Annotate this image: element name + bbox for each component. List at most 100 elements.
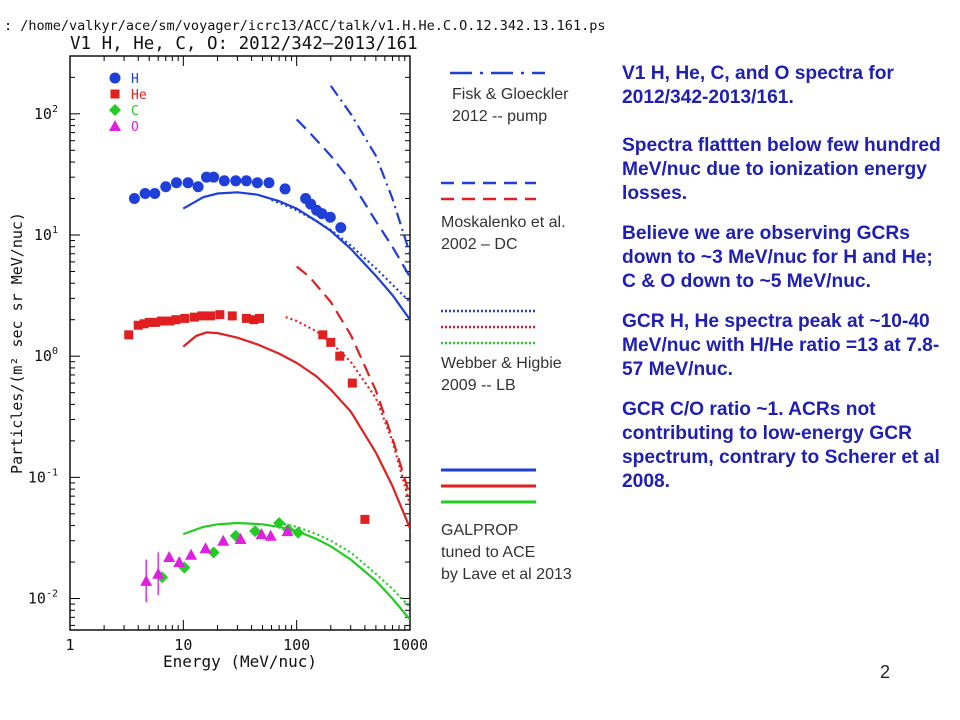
data-points bbox=[124, 171, 370, 603]
data-point-he bbox=[180, 313, 190, 323]
data-point-he bbox=[124, 330, 134, 340]
legend-marker-c bbox=[109, 104, 121, 116]
flattening-paragraph: Spectra flattten below few hundred MeV/n… bbox=[622, 135, 941, 204]
data-point-h bbox=[192, 181, 204, 193]
model-curve-dotted-co bbox=[278, 521, 410, 608]
data-point-he bbox=[255, 313, 265, 323]
data-point-o bbox=[264, 529, 277, 541]
data-point-h bbox=[208, 171, 220, 183]
model-legend-line: 2009 -- LB bbox=[441, 377, 516, 394]
observation-paragraph: Believe we are observing GCRs down to ~3… bbox=[622, 223, 933, 268]
page-number: 2 bbox=[880, 662, 891, 682]
data-point-he bbox=[144, 317, 154, 327]
data-point-c bbox=[273, 517, 286, 530]
data-point-h bbox=[263, 177, 275, 189]
data-point-o bbox=[185, 548, 198, 560]
model-curves bbox=[182, 85, 410, 621]
model-legend-label: Moskalenko et al. 2002 – DC bbox=[441, 212, 566, 256]
data-point-c bbox=[207, 546, 220, 559]
x-tick-label: 10 bbox=[174, 636, 192, 654]
plot-frame bbox=[69, 55, 411, 631]
data-point-h bbox=[324, 211, 336, 223]
data-point-o bbox=[199, 542, 212, 554]
model-curve-dashed-he bbox=[296, 265, 410, 497]
x-tick-label: 1000 bbox=[392, 636, 428, 654]
file-path-header: : /home/valkyr/ace/sm/voyager/icrc13/ACC… bbox=[4, 18, 605, 34]
co-ratio-paragraph: GCR C/O ratio ~1. ACRs not contributing … bbox=[622, 399, 940, 492]
data-point-h bbox=[160, 181, 172, 193]
chart-title: V1 H, He, C, O: 2012/342–2013/161 bbox=[70, 34, 418, 54]
model-legend-label: Webber & Higbie 2009 -- LB bbox=[441, 353, 562, 397]
slide-body-text: V1 H, He, C, and O spectra for 2012/342-… bbox=[622, 62, 958, 494]
summary-paragraph: V1 H, He, C, and O spectra for 2012/342-… bbox=[622, 63, 894, 108]
model-curve-dashdot-h bbox=[329, 85, 410, 255]
model-legend-label: Fisk & Gloeckler 2012 -- pump bbox=[452, 84, 568, 128]
data-point-h bbox=[218, 175, 230, 187]
legend-marker-o bbox=[109, 120, 121, 131]
data-point-c bbox=[292, 526, 305, 539]
data-point-h bbox=[335, 222, 347, 234]
legend-label-he: He bbox=[131, 88, 147, 103]
model-curve-solid-he bbox=[182, 331, 410, 529]
legend-marker-he bbox=[110, 89, 120, 99]
data-point-he bbox=[347, 378, 357, 388]
model-curve-solid-co bbox=[182, 521, 410, 621]
data-point-c bbox=[249, 525, 262, 538]
y-tick-label: 100 bbox=[34, 346, 58, 365]
model-legend-line: 2012 -- pump bbox=[452, 108, 548, 125]
data-point-he bbox=[241, 313, 251, 323]
data-point-he bbox=[133, 320, 143, 330]
data-point-he bbox=[139, 319, 149, 329]
data-point-he bbox=[215, 310, 225, 320]
model-legend-line: Webber & Higbie bbox=[441, 355, 562, 372]
legend-label-h: H bbox=[131, 72, 139, 87]
data-point-he bbox=[360, 514, 370, 524]
model-legend-label: GALPROP tuned to ACE by Lave et al 2013 bbox=[441, 520, 572, 586]
model-legend-line: GALPROP bbox=[441, 522, 519, 539]
y-tick-label: 10-2 bbox=[28, 589, 58, 608]
x-tick-label: 100 bbox=[283, 636, 310, 654]
data-point-o bbox=[281, 525, 294, 537]
data-point-o bbox=[255, 528, 268, 540]
data-point-he bbox=[165, 316, 175, 326]
data-point-h bbox=[230, 175, 242, 187]
model-curve-dotted-h bbox=[271, 198, 410, 303]
data-point-h bbox=[316, 208, 328, 220]
data-point-h bbox=[128, 193, 140, 205]
data-point-he bbox=[227, 311, 237, 321]
peak-paragraph: GCR H, He spectra peak at ~10-40 MeV/nuc… bbox=[622, 311, 940, 380]
y-tick-label: 101 bbox=[34, 225, 58, 244]
data-point-he bbox=[197, 311, 207, 321]
x-tick-label: 1 bbox=[65, 636, 74, 654]
legend-label-o: O bbox=[131, 120, 139, 135]
y-tick-label: 102 bbox=[34, 104, 58, 123]
legend-label-c: C bbox=[131, 104, 139, 119]
model-curve-dotted-he bbox=[285, 316, 410, 505]
data-point-he bbox=[189, 312, 199, 322]
observation-paragraph-co: C & O down to ~5 MeV/nuc. bbox=[622, 271, 871, 292]
model-legend-line: Fisk & Gloeckler bbox=[452, 86, 569, 103]
data-point-h bbox=[182, 177, 194, 189]
data-point-he bbox=[206, 311, 216, 321]
data-point-h bbox=[139, 188, 151, 200]
model-legend-line: tuned to ACE bbox=[441, 544, 536, 561]
data-point-h bbox=[170, 177, 182, 189]
data-point-he bbox=[151, 317, 161, 327]
legend-marker-h bbox=[109, 72, 121, 84]
y-axis-label: Particles/(m² sec sr MeV/nuc) bbox=[8, 212, 26, 474]
model-curve-dashed-h bbox=[295, 118, 410, 278]
data-point-h bbox=[149, 188, 161, 200]
data-point-h bbox=[240, 175, 252, 187]
data-point-he bbox=[326, 337, 336, 347]
model-curve-solid-h bbox=[182, 191, 410, 321]
data-point-he bbox=[156, 316, 166, 326]
x-axis-label: Energy (MeV/nuc) bbox=[163, 652, 317, 671]
data-point-o bbox=[173, 556, 186, 568]
data-point-he bbox=[335, 351, 345, 361]
model-legend-line: by Lave et al 2013 bbox=[441, 566, 572, 583]
data-point-h bbox=[251, 177, 263, 189]
data-point-o bbox=[234, 532, 247, 544]
